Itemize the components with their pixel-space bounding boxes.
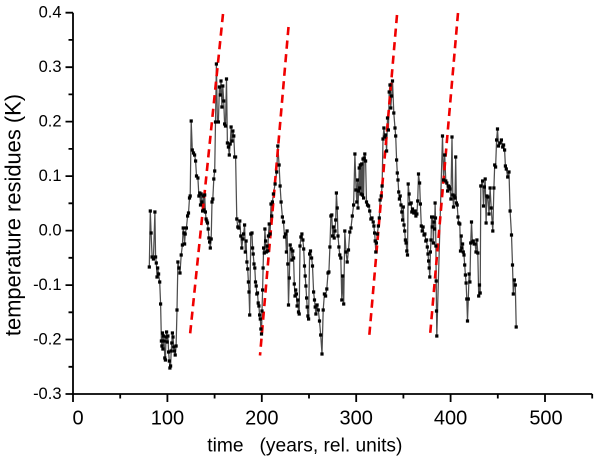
svg-text:0: 0 bbox=[72, 408, 83, 430]
svg-text:100: 100 bbox=[151, 408, 184, 430]
svg-text:200: 200 bbox=[245, 408, 278, 430]
svg-text:-0.2: -0.2 bbox=[33, 330, 61, 348]
svg-text:temperature residues (K): temperature residues (K) bbox=[0, 94, 25, 336]
svg-text:0.2: 0.2 bbox=[39, 113, 62, 131]
svg-text:0.0: 0.0 bbox=[39, 222, 62, 240]
svg-text:-0.3: -0.3 bbox=[33, 385, 61, 403]
svg-text:0.3: 0.3 bbox=[39, 58, 62, 76]
svg-text:300: 300 bbox=[340, 408, 373, 430]
svg-text:time (years, rel. units): time (years, rel. units) bbox=[207, 435, 402, 456]
svg-text:0.1: 0.1 bbox=[39, 167, 62, 185]
svg-text:400: 400 bbox=[434, 408, 467, 430]
svg-text:500: 500 bbox=[529, 408, 562, 430]
svg-text:0.4: 0.4 bbox=[39, 4, 62, 22]
svg-text:-0.1: -0.1 bbox=[33, 276, 61, 294]
